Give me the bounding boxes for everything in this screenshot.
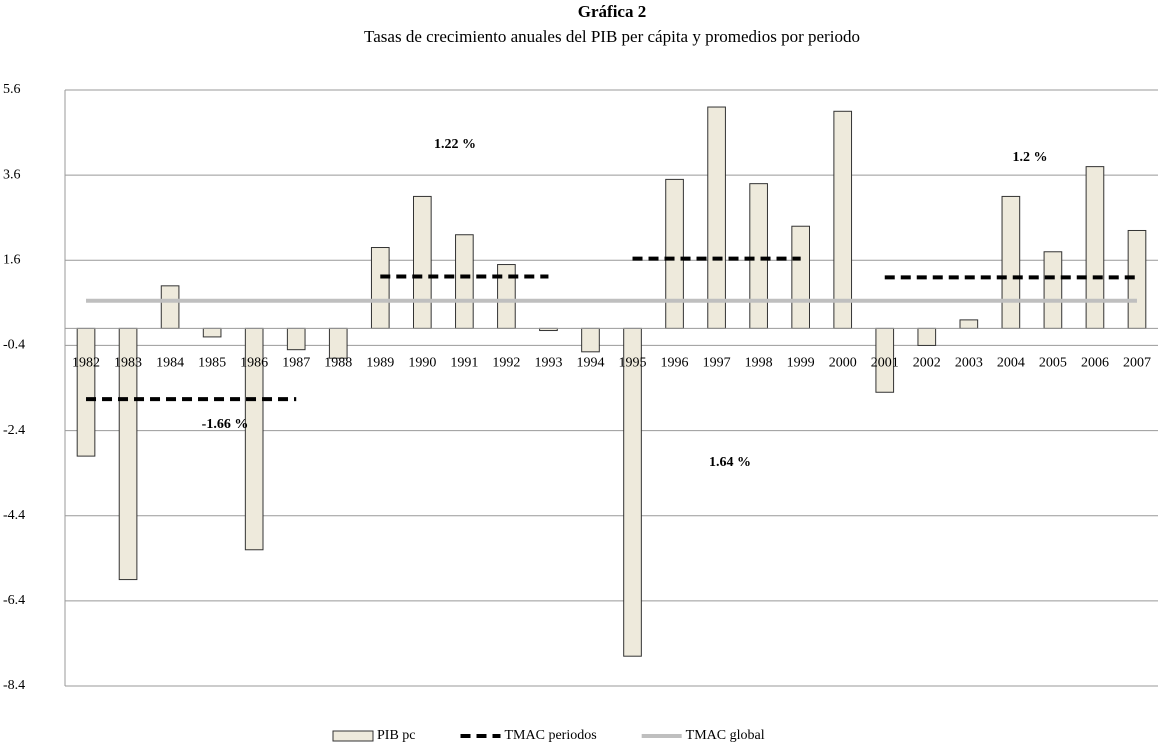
legend-label: TMAC global bbox=[686, 728, 765, 743]
bar bbox=[665, 178, 684, 329]
line bbox=[86, 256, 1137, 402]
x-tick-label: 1998 bbox=[745, 356, 773, 371]
bar bbox=[791, 225, 811, 329]
bar bbox=[1043, 251, 1063, 329]
x-tick-label: 1993 bbox=[534, 356, 562, 371]
x-tick-label: 2001 bbox=[871, 356, 899, 371]
x-tick-label: 2006 bbox=[1081, 356, 1109, 371]
y-tick-label: -0.4 bbox=[3, 338, 25, 353]
bar bbox=[497, 264, 516, 329]
x-tick-label: 2004 bbox=[997, 356, 1025, 371]
annotation: 1.2 % bbox=[1013, 150, 1048, 165]
bar bbox=[749, 183, 768, 329]
x-tick-label: 1984 bbox=[156, 356, 184, 371]
x-tick-label: 1992 bbox=[492, 356, 520, 371]
x-tick-label: 1987 bbox=[282, 356, 310, 371]
x-tick-label: 1986 bbox=[240, 356, 268, 371]
bar bbox=[412, 195, 432, 329]
x-tick-label: 1995 bbox=[619, 356, 647, 371]
annotation: 1.22 % bbox=[434, 137, 476, 152]
x-tick-label: 1990 bbox=[408, 356, 436, 371]
x-tick-label: 1982 bbox=[72, 356, 100, 371]
y-tick-label: -2.4 bbox=[3, 423, 25, 438]
legend-label: PIB pc bbox=[377, 728, 416, 743]
bar bbox=[581, 327, 600, 353]
bar bbox=[455, 234, 474, 329]
bar bbox=[160, 285, 180, 329]
x-tick-label: 2000 bbox=[829, 356, 857, 371]
y-tick-label: -6.4 bbox=[3, 593, 25, 608]
x-tick-label: 2005 bbox=[1039, 356, 1067, 371]
bar bbox=[1127, 229, 1147, 329]
bar bbox=[286, 327, 306, 351]
x-tick-label: 1994 bbox=[576, 356, 604, 371]
bar bbox=[370, 247, 390, 329]
x-tick-label: 1983 bbox=[114, 356, 142, 371]
chart-subtitle: Tasas de crecimiento anuales del PIB per… bbox=[364, 27, 860, 46]
y-tick-label: 3.6 bbox=[3, 167, 21, 182]
legend-label: TMAC periodos bbox=[505, 728, 597, 743]
x-tick-label: 1985 bbox=[198, 356, 226, 371]
bar bbox=[1001, 195, 1021, 329]
bar bbox=[76, 327, 96, 457]
x-tick-label: 2002 bbox=[913, 356, 941, 371]
bar bbox=[202, 327, 222, 338]
x-tick-label: 1997 bbox=[703, 356, 731, 371]
chart-title: Gráfica 2 bbox=[578, 2, 646, 21]
x-tick-label: 1996 bbox=[661, 356, 689, 371]
y-tick-label: 1.6 bbox=[3, 253, 21, 268]
y-tick-label: -4.4 bbox=[3, 508, 25, 523]
x-tick-label: 1991 bbox=[450, 356, 478, 371]
bar bbox=[833, 110, 853, 329]
bar bbox=[707, 106, 726, 329]
y-tick-label: -8.4 bbox=[3, 678, 25, 693]
x-tick-label: 2007 bbox=[1123, 356, 1151, 371]
x-tick-label: 1989 bbox=[366, 356, 394, 371]
bar bbox=[917, 327, 937, 346]
bar bbox=[1085, 166, 1105, 329]
x-tick-label: 2003 bbox=[955, 356, 983, 371]
bar bbox=[959, 319, 979, 329]
bar bbox=[623, 327, 642, 657]
legend-swatch bbox=[332, 730, 374, 742]
y-tick-label: 5.6 bbox=[3, 82, 21, 97]
x-tick-label: 1988 bbox=[324, 356, 352, 371]
x-tick-label: 1999 bbox=[787, 356, 815, 371]
bar bbox=[328, 327, 348, 359]
annotation: 1.64 % bbox=[709, 455, 751, 470]
annotation: -1.66 % bbox=[202, 417, 249, 432]
